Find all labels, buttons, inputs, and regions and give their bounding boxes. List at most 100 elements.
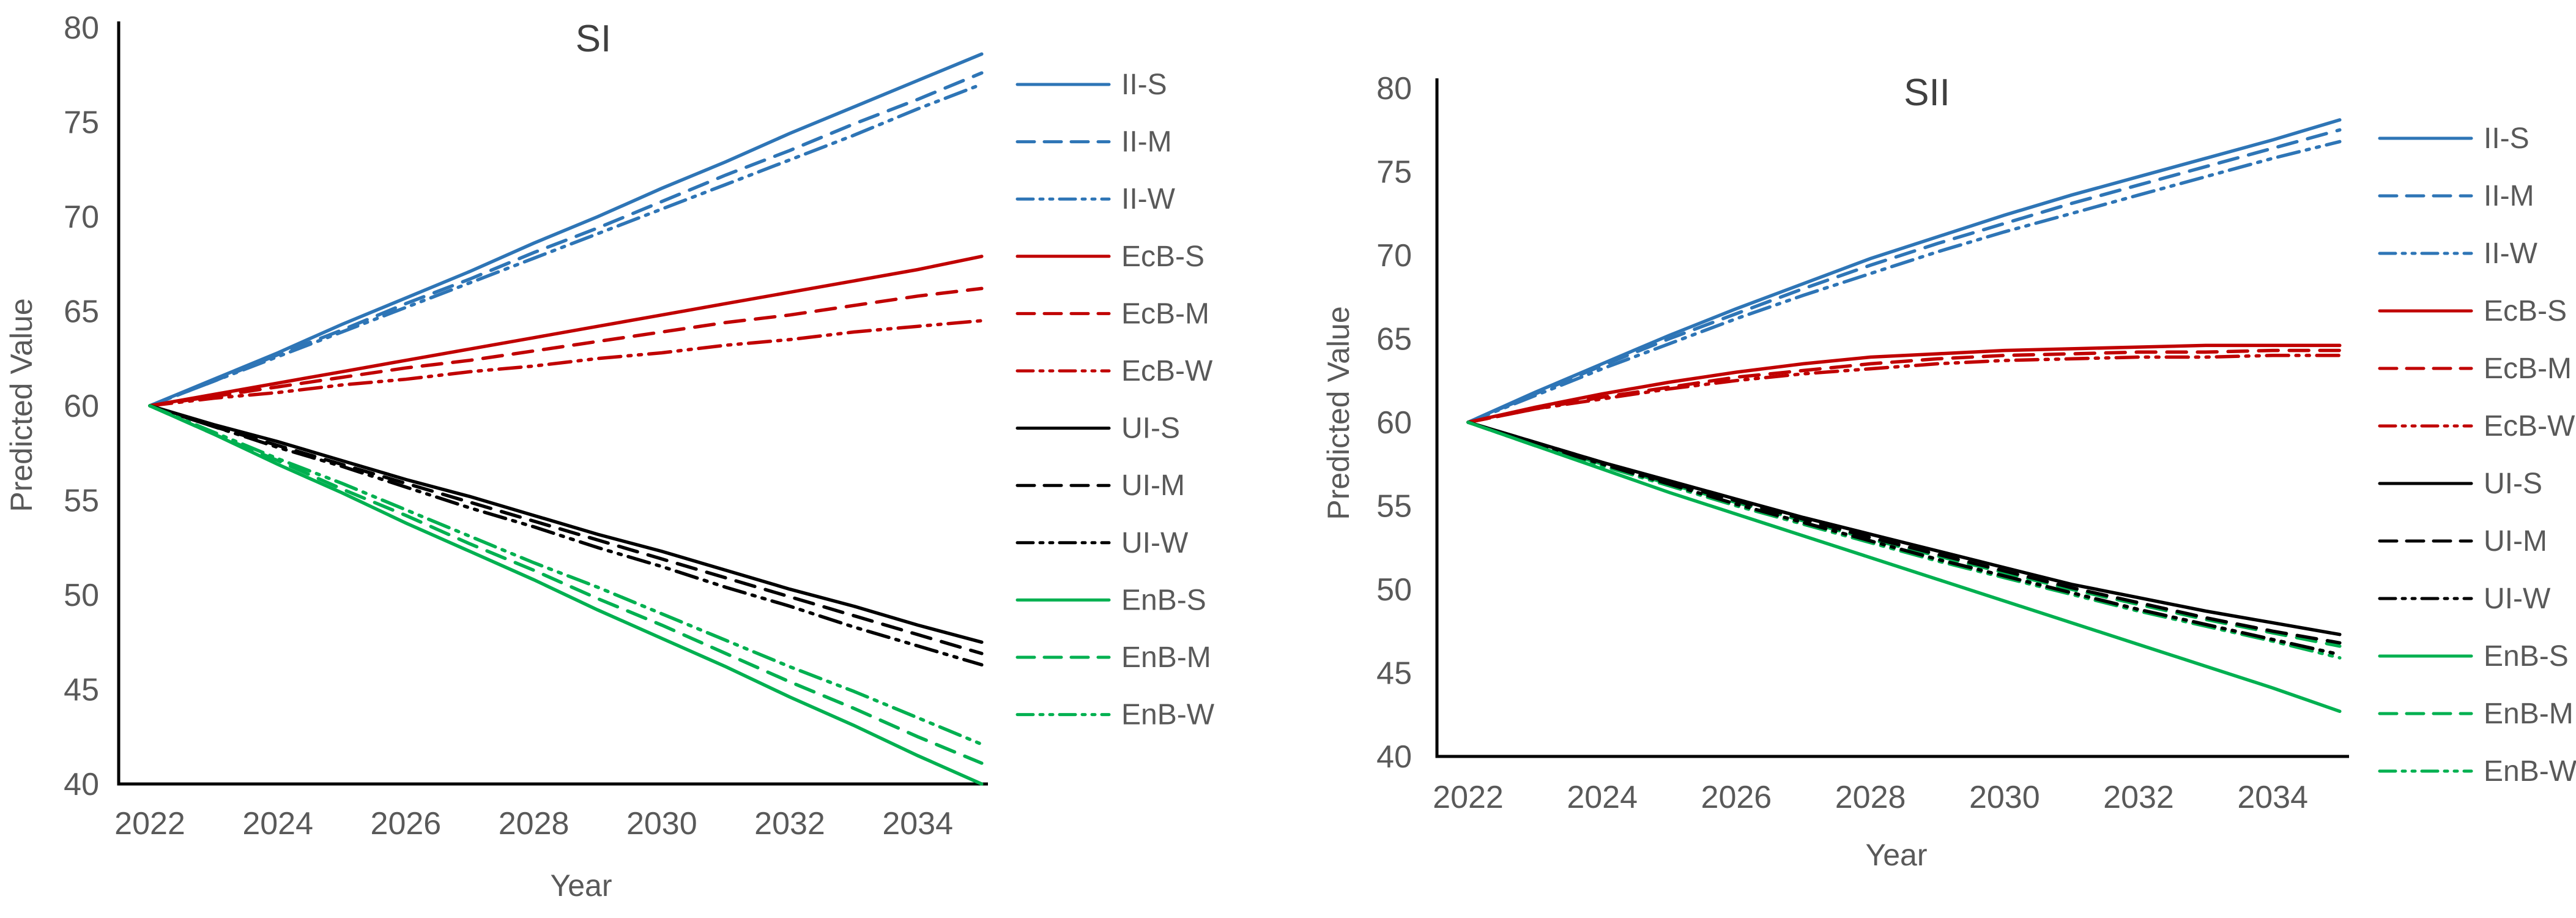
y-tick-label: 40 — [1376, 739, 1412, 775]
legend-item-ii-s: II-S — [2378, 122, 2530, 155]
legend-label: II-M — [1121, 126, 1172, 159]
y-tick-label: 70 — [1376, 238, 1412, 274]
chart-si-xaxis-title: Year — [550, 868, 612, 903]
legend-label: EnB-S — [1121, 584, 1206, 616]
legend-label: II-S — [2484, 122, 2530, 155]
axis-lines — [1435, 78, 2349, 758]
y-tick-label: 75 — [1376, 155, 1412, 190]
legend-item-ui-s: UI-S — [2378, 468, 2542, 500]
legend-item-ii-w: II-W — [1015, 183, 1176, 215]
y-tick-label: 55 — [1376, 489, 1412, 524]
legend-item-ecb-s: EcB-S — [2378, 295, 2567, 327]
legend-item-ecb-s: EcB-S — [1015, 241, 1204, 273]
series-line-ecb-s — [1466, 343, 2342, 424]
y-tick-label: 75 — [64, 105, 99, 141]
legend-item-enb-m: EnB-M — [1015, 641, 1211, 674]
series-line-enb-m — [148, 404, 984, 765]
chart-si-title: SI — [576, 18, 612, 60]
legend-label: EnB-W — [1121, 699, 1215, 731]
chart-sii-xaxis-title: Year — [1865, 838, 1927, 872]
legend-item-ii-m: II-M — [1015, 126, 1172, 159]
chart-si: SI Year Predicted Value 40 45 50 55 60 65 70 75… — [4, 10, 1215, 903]
x-tick-label: 2034 — [882, 806, 953, 842]
legend-label: EnB-W — [2484, 755, 2576, 788]
legend-label: EcB-M — [2484, 353, 2572, 385]
x-tick-label: 2022 — [114, 806, 185, 842]
legend-item-ecb-m: EcB-M — [1015, 297, 1209, 330]
series-line-enb-s — [148, 404, 984, 786]
legend-label: EcB-S — [2484, 295, 2567, 327]
series-line-enb-w — [1466, 420, 2342, 660]
x-tick-label: 2034 — [2237, 780, 2308, 815]
x-tick-label: 2032 — [2103, 780, 2174, 815]
chart-si-ticks: 40 45 50 55 60 65 70 75 80 2022 2024 2026 2028 2030 20… — [64, 10, 953, 842]
x-tick-label: 2028 — [499, 806, 570, 842]
legend-item-enb-m: EnB-M — [2378, 698, 2574, 730]
legend-label: UI-M — [1121, 469, 1185, 502]
legend-item-enb-w: EnB-W — [1015, 699, 1215, 731]
legend-label: EnB-M — [2484, 698, 2574, 730]
series-line-ui-w — [1466, 420, 2342, 657]
legend-item-ui-w: UI-W — [2378, 583, 2551, 615]
legend-label: II-W — [1121, 183, 1176, 215]
chart-sii-yaxis-title: Predicted Value — [1321, 306, 1356, 520]
y-tick-label: 50 — [1376, 572, 1412, 608]
y-tick-label: 70 — [64, 200, 99, 235]
legend-label: II-M — [2484, 180, 2534, 212]
series-line-ui-w — [148, 404, 984, 667]
series-line-ii-w — [1466, 140, 2342, 424]
legend-item-ecb-w: EcB-W — [1015, 355, 1213, 387]
legend-label: EcB-W — [2484, 410, 2575, 442]
series-line-ii-s — [1466, 118, 2342, 424]
series-line-ecb-w — [1466, 354, 2342, 424]
series-line-ui-m — [1466, 420, 2342, 645]
y-tick-label: 80 — [64, 10, 99, 46]
legend-item-ii-m: II-M — [2378, 180, 2534, 212]
series-line-ecb-m — [148, 286, 984, 408]
series-line-ii-s — [148, 52, 984, 408]
legend-label: UI-M — [2484, 525, 2547, 558]
legend-label: EcB-M — [1121, 297, 1209, 330]
series-line-ii-w — [148, 82, 984, 408]
legend-label: EcB-W — [1121, 355, 1213, 387]
series-line-ui-m — [148, 404, 984, 655]
chart-si-legend: II-S II-M II-W EcB-S EcB-M EcB-W UI-S UI-M UI-W E… — [1015, 69, 1215, 731]
y-tick-label: 65 — [64, 294, 99, 330]
x-tick-label: 2030 — [626, 806, 697, 842]
legend-label: UI-W — [2484, 583, 2551, 615]
series-line-ecb-m — [1466, 348, 2342, 424]
legend-item-ecb-m: EcB-M — [2378, 353, 2572, 385]
y-tick-label: 60 — [1376, 405, 1412, 441]
chart-sii-ticks: 40 45 50 55 60 65 70 75 80 2022 2024 2026 2028 2030 20… — [1376, 71, 2308, 815]
legend-item-ii-w: II-W — [2378, 237, 2538, 270]
y-tick-label: 65 — [1376, 322, 1412, 357]
legend-item-ui-m: UI-M — [2378, 525, 2547, 558]
x-tick-label: 2026 — [371, 806, 442, 842]
y-tick-label: 50 — [64, 578, 99, 613]
y-tick-label: 80 — [1376, 71, 1412, 106]
chart-si-axes — [117, 21, 988, 786]
x-tick-label: 2028 — [1835, 780, 1906, 815]
legend-label: II-W — [2484, 237, 2538, 270]
y-tick-label: 60 — [64, 389, 99, 424]
legend-item-ui-s: UI-S — [1015, 412, 1180, 445]
legend-item-enb-s: EnB-S — [2378, 640, 2569, 673]
series-line-enb-w — [148, 404, 984, 746]
series-line-ui-s — [1466, 420, 2342, 636]
chart-si-series — [148, 52, 984, 786]
legend-item-enb-w: EnB-W — [2378, 755, 2576, 788]
legend-label: EnB-S — [2484, 640, 2569, 673]
y-tick-label: 55 — [64, 483, 99, 519]
legend-label: EcB-S — [1121, 241, 1204, 273]
legend-item-enb-s: EnB-S — [1015, 584, 1206, 616]
legend-item-ui-w: UI-W — [1015, 527, 1189, 559]
chart-sii: SII Year Predicted Value 40 45 50 55 60 65 70 7… — [1321, 71, 2576, 872]
x-tick-label: 2032 — [754, 806, 825, 842]
y-tick-label: 40 — [64, 767, 99, 802]
axis-lines — [117, 21, 988, 786]
series-line-ecb-w — [148, 319, 984, 408]
x-tick-label: 2022 — [1433, 780, 1504, 815]
legend-item-ii-s: II-S — [1015, 69, 1167, 101]
series-line-enb-s — [1466, 420, 2342, 714]
